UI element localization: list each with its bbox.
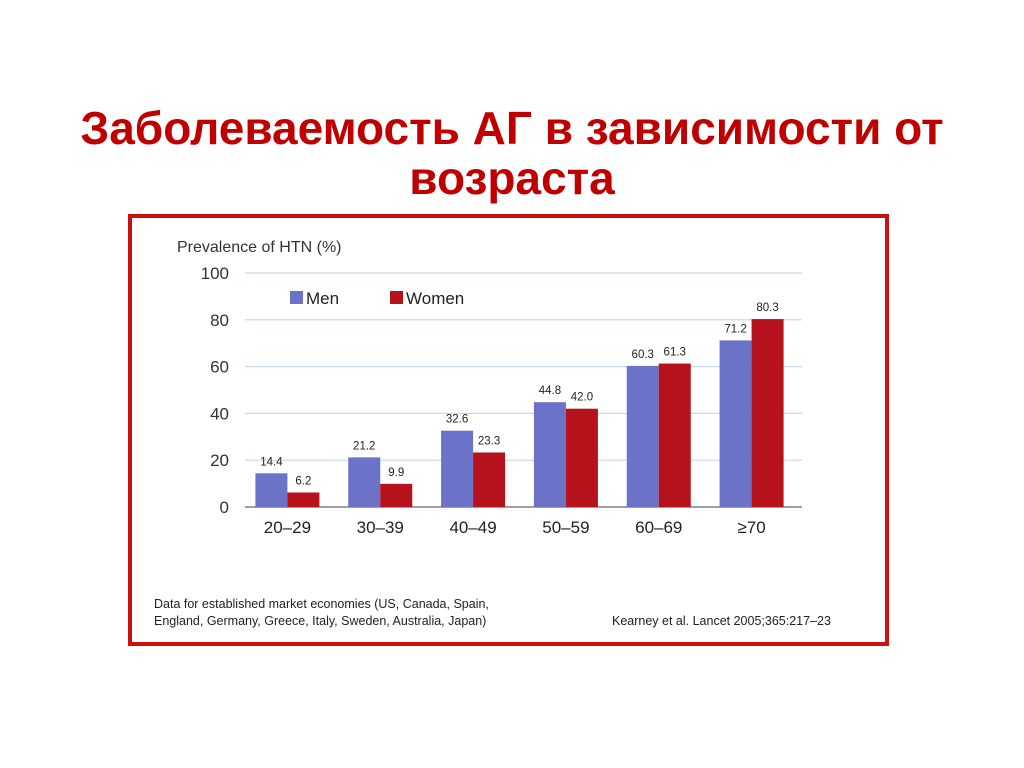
data-label: 44.8 (539, 385, 561, 397)
data-label: 61.3 (664, 347, 686, 359)
data-label: 23.3 (478, 435, 500, 447)
bar-men (441, 430, 474, 507)
slide-title-line2: возраста (409, 152, 615, 204)
data-label: 9.9 (388, 467, 404, 479)
y-axis-label: Prevalence of HTN (%) (177, 239, 342, 256)
y-tick-label: 80 (210, 311, 229, 330)
bar-men (626, 365, 659, 507)
bar-women (287, 492, 320, 507)
bar-women (380, 483, 413, 507)
data-label: 80.3 (756, 302, 778, 314)
bar-women (473, 452, 506, 507)
x-tick-label: 60–69 (635, 518, 682, 537)
bar-men (719, 340, 752, 507)
x-tick-label: ≥70 (737, 518, 765, 537)
x-tick-label: 20–29 (264, 518, 311, 537)
y-tick-label: 0 (220, 498, 229, 517)
data-label: 21.2 (353, 440, 375, 452)
data-label: 60.3 (632, 349, 654, 361)
footnote-line1: Data for established market economies (U… (154, 597, 489, 611)
data-label: 42.0 (571, 392, 593, 404)
bar-women (565, 408, 598, 507)
y-tick-label: 40 (210, 404, 229, 423)
bar-women (658, 363, 691, 507)
slide-title-line1: Заболеваемость АГ в зависимости от (80, 102, 944, 154)
footnote-line2: England, Germany, Greece, Italy, Sweden,… (154, 614, 487, 628)
bar-men (348, 457, 381, 507)
x-tick-label: 50–59 (542, 518, 589, 537)
legend-swatch-men (290, 291, 303, 304)
x-tick-label: 40–49 (449, 518, 496, 537)
y-tick-label: 100 (201, 264, 229, 283)
data-label: 14.4 (260, 456, 283, 468)
slide-title: Заболеваемость АГ в зависимости от возра… (0, 103, 1024, 203)
x-tick-label: 30–39 (357, 518, 404, 537)
legend-label-women: Women (406, 289, 464, 308)
y-tick-label: 60 (210, 358, 229, 377)
legend-label-men: Men (306, 289, 339, 308)
citation: Kearney et al. Lancet 2005;365:217–23 (612, 614, 831, 628)
footnote: Data for established market economies (U… (154, 596, 489, 630)
data-label: 71.2 (724, 323, 746, 335)
bar-chart: Prevalence of HTN (%) 0 20 40 60 80 100 14.4 6.… (177, 239, 802, 537)
bar-men (533, 402, 566, 507)
data-label: 6.2 (295, 475, 311, 487)
data-label: 32.6 (446, 414, 468, 426)
legend-swatch-women (390, 291, 403, 304)
bar-men (255, 473, 288, 507)
chart-frame: Prevalence of HTN (%) 0 20 40 60 80 100 14.4 6.… (128, 214, 889, 646)
y-tick-label: 20 (210, 451, 229, 470)
bar-women (751, 319, 784, 507)
